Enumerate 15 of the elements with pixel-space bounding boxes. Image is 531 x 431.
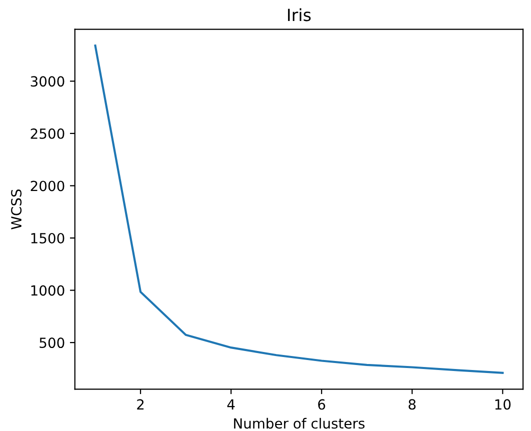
- y-tick-label: 2500: [30, 128, 64, 139]
- line-series: [94, 44, 504, 374]
- x-tick-label: 4: [227, 399, 235, 410]
- x-axis-title: Number of clusters: [234, 418, 365, 429]
- y-tick-label: 1500: [31, 232, 64, 244]
- x-tick-label: 2: [137, 399, 144, 410]
- y-tick-label: 3000: [30, 76, 64, 87]
- y-tick-label: 500: [40, 338, 64, 348]
- chart-title: Iris: [288, 8, 311, 22]
- x-tick-label: 10: [495, 399, 511, 410]
- x-tick-label: 6: [318, 399, 326, 410]
- y-tick-label: 1000: [31, 285, 64, 296]
- y-axis-title: WCSS: [11, 189, 22, 230]
- x-tick-label: 8: [408, 399, 416, 410]
- y-tick-label: 2000: [30, 180, 64, 192]
